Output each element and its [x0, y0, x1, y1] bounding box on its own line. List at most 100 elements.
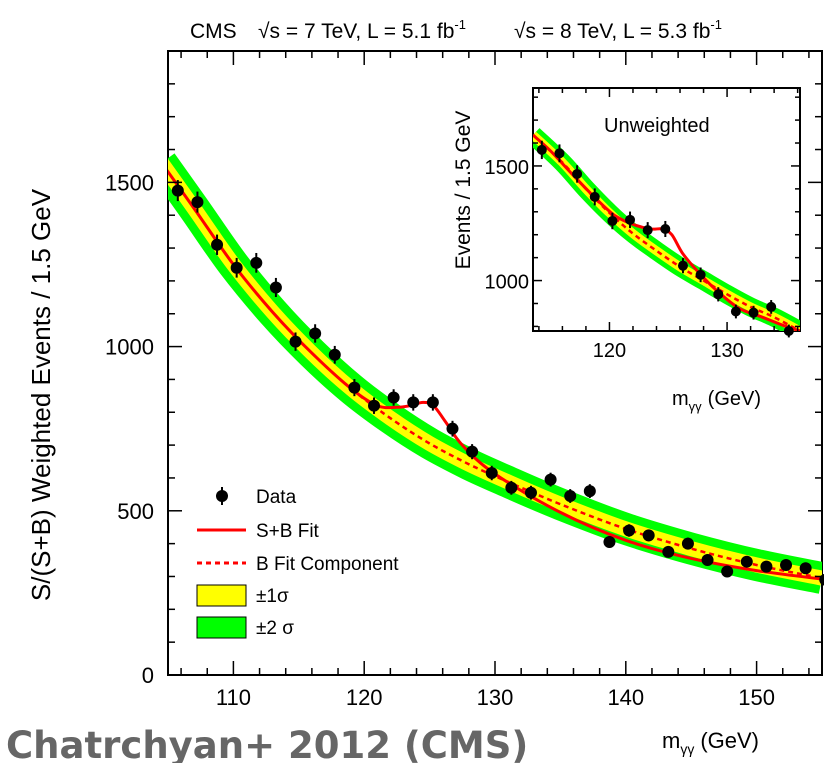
inset-y-tick-label: 1500	[485, 157, 530, 179]
main-data-points	[171, 180, 824, 586]
inset-data-marker	[642, 225, 653, 236]
main-axis-ticks	[168, 50, 822, 676]
inset-data-point	[713, 287, 724, 302]
main-data-point	[642, 529, 655, 542]
main-data-point	[426, 394, 439, 411]
main-y-tick-label: 500	[117, 499, 154, 524]
main-data-point	[446, 420, 459, 437]
legend-b-fit-label: B Fit Component	[256, 554, 399, 575]
main-x-label-m: m	[662, 728, 680, 753]
main-data-marker	[780, 558, 793, 571]
inset-plot: 120 130 1000 1500 Unweighted	[485, 87, 801, 362]
main-data-marker	[642, 529, 655, 542]
inset-data-marker	[572, 168, 583, 179]
main-data-marker	[485, 467, 498, 480]
main-data-marker	[309, 327, 322, 340]
main-x-label-unit: (GeV)	[700, 728, 759, 753]
inset-x-axis-label: mγγ (GeV)	[672, 388, 761, 414]
main-data-marker	[583, 485, 596, 498]
header-run8: √s = 8 TeV, L = 5.3 fb-1	[514, 17, 722, 43]
inset-data-point	[660, 220, 671, 238]
inset-data-point	[554, 144, 565, 163]
main-data-marker	[662, 545, 675, 558]
inset-tick-labels: 120 130 1000 1500	[485, 157, 744, 362]
inset-y-tick-label: 1000	[485, 272, 530, 294]
inset-data-marker	[589, 191, 600, 202]
main-data-marker	[348, 381, 361, 394]
inset-data-marker	[748, 307, 759, 318]
inset-data-point	[695, 267, 706, 283]
legend-data-marker	[216, 490, 228, 502]
legend-sb-fit-label: S+B Fit	[256, 521, 320, 542]
main-data-point	[230, 257, 243, 278]
main-data-marker	[289, 335, 302, 348]
main-x-tick-label: 130	[477, 685, 514, 710]
main-data-marker	[466, 445, 479, 458]
main-data-point	[289, 332, 302, 351]
legend-item-sigma1: ±1σ	[196, 584, 289, 607]
legend-item-data: Data	[216, 487, 297, 508]
inset-data-point	[748, 305, 759, 320]
main-data-point	[387, 389, 400, 406]
inset-x-label-sub: γγ	[689, 399, 703, 414]
main-data-point	[505, 480, 518, 495]
main-y-tick-label: 0	[142, 663, 154, 688]
header-run7-text: √s = 7 TeV, L = 5.1 fb	[258, 20, 454, 43]
main-data-marker	[407, 396, 420, 409]
main-data-marker	[740, 555, 753, 568]
main-data-point	[544, 472, 557, 487]
main-data-point	[564, 489, 577, 503]
legend-sigma2-label: ±2 σ	[256, 618, 294, 639]
inset-data-point	[607, 212, 618, 230]
main-data-point	[740, 555, 753, 568]
inset-data-marker	[766, 301, 777, 312]
main-data-point	[269, 277, 282, 297]
main-data-marker	[387, 391, 400, 404]
inset-plot-frame	[532, 87, 801, 332]
main-y-tick-label: 1000	[105, 335, 154, 360]
main-data-point	[485, 465, 498, 481]
main-data-point	[368, 397, 381, 414]
main-data-point	[603, 535, 616, 548]
inset-x-tick-label: 120	[593, 340, 626, 362]
header-run7: √s = 7 TeV, L = 5.1 fb-1	[258, 17, 466, 43]
inset-x-tick-label: 130	[710, 340, 743, 362]
inset-data-point	[766, 300, 777, 314]
header-run8-text: √s = 8 TeV, L = 5.3 fb	[514, 20, 710, 43]
main-data-point	[623, 524, 636, 537]
legend-sigma1-swatch	[196, 584, 247, 607]
main-data-marker	[524, 486, 537, 499]
main-data-marker	[426, 396, 439, 409]
inset-data-marker	[783, 326, 794, 336]
main-data-point	[583, 484, 596, 498]
inset-data-marker	[536, 144, 547, 155]
main-data-marker	[250, 256, 263, 269]
inset-data-marker	[660, 223, 671, 234]
legend-sigma2-swatch	[196, 616, 247, 639]
main-data-point	[799, 562, 812, 575]
inset-data-marker	[713, 289, 724, 300]
main-x-tick-label: 150	[738, 685, 775, 710]
main-data-marker	[760, 560, 773, 573]
main-data-marker	[799, 562, 812, 575]
legend-item-b-fit: B Fit Component	[197, 554, 399, 575]
inset-data-marker	[677, 260, 688, 271]
main-data-point	[250, 252, 263, 273]
main-data-point	[309, 324, 322, 343]
inset-x-label-m: m	[672, 388, 689, 410]
main-x-tick-label: 120	[346, 685, 383, 710]
main-data-marker	[368, 399, 381, 412]
header-run8-sup: -1	[710, 17, 722, 32]
main-data-marker	[171, 184, 184, 197]
main-data-point	[701, 554, 714, 567]
main-data-marker	[505, 481, 518, 494]
inset-data-point	[677, 258, 688, 274]
main-data-marker	[230, 261, 243, 274]
main-data-marker	[603, 535, 616, 548]
inset-data-point	[589, 188, 600, 206]
inset-data-point	[572, 165, 583, 183]
main-data-marker	[623, 524, 636, 537]
